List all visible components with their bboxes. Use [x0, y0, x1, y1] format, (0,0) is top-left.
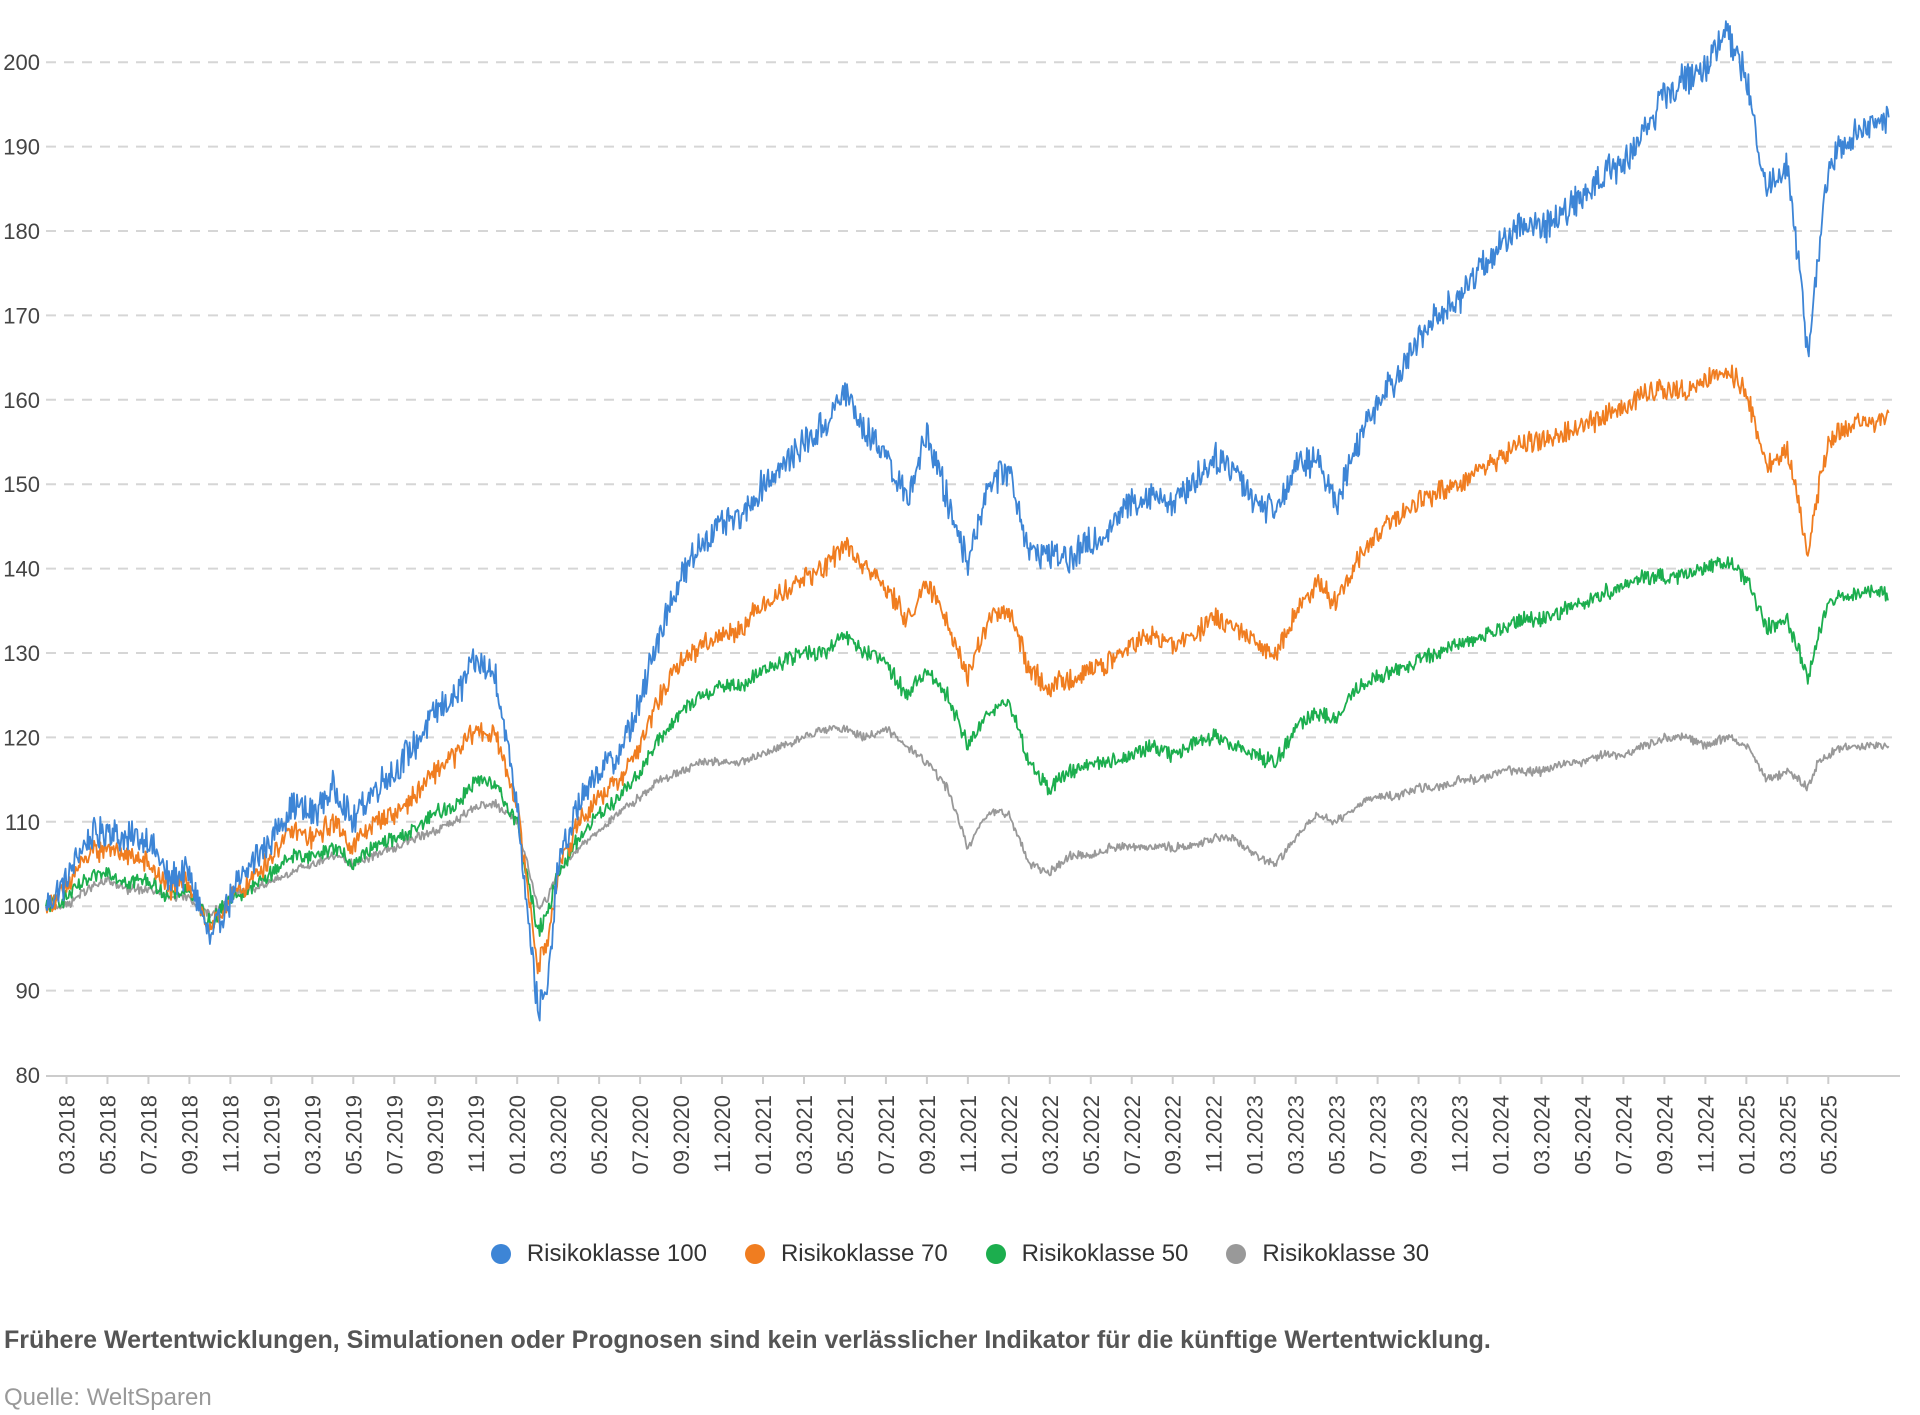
x-tick-label: 09.2023: [1407, 1095, 1432, 1175]
series-lines: [45, 20, 1890, 1022]
x-tick-label: 09.2019: [423, 1095, 448, 1175]
x-axis: 03.2018 05.2018 07.2018 09.2018 11.2018 01.20…: [46, 1075, 1900, 1175]
x-tick-label: 07.2022: [1120, 1095, 1145, 1175]
x-tick-label: 05.2019: [341, 1095, 366, 1175]
y-tick-label: 100: [3, 894, 40, 919]
x-tick-label: 03.2021: [792, 1095, 817, 1175]
legend-dot-risikoklasse-70: [744, 1244, 765, 1264]
x-tick-label: 01.2025: [1734, 1095, 1759, 1175]
x-tick-label: 09.2020: [669, 1095, 694, 1175]
x-tick-label: 07.2023: [1366, 1095, 1391, 1175]
x-tick-label: 09.2022: [1161, 1095, 1186, 1175]
source-text: Quelle: WeltSparen: [4, 1384, 212, 1411]
x-tick-label: 11.2020: [710, 1095, 735, 1173]
x-tick-label: 05.2024: [1570, 1095, 1595, 1175]
x-tick-label: 05.2020: [587, 1095, 612, 1175]
x-tick-label: 11.2022: [1202, 1095, 1227, 1173]
legend-item-risikoklasse-30[interactable]: Risikoklasse 30: [1226, 1240, 1429, 1268]
x-tick-label: 03.2025: [1775, 1095, 1800, 1175]
x-tick-label: 05.2025: [1816, 1095, 1841, 1175]
x-tick-label: 03.2023: [1284, 1095, 1309, 1175]
x-tick-label: 05.2023: [1325, 1095, 1350, 1175]
y-tick-label: 150: [3, 472, 40, 497]
x-tick-label: 07.2018: [136, 1095, 161, 1175]
series-line-risikoklasse-70[interactable]: [45, 364, 1890, 975]
x-tick-label: 05.2018: [95, 1095, 120, 1175]
y-tick-label: 120: [3, 725, 40, 750]
legend-dot-risikoklasse-50: [985, 1244, 1006, 1264]
x-tick-label: 11.2023: [1448, 1095, 1473, 1173]
x-tick-label: 09.2021: [915, 1095, 940, 1175]
x-tick-label: 03.2022: [1038, 1095, 1063, 1175]
x-tick-label: 07.2019: [382, 1095, 407, 1175]
x-tick-label: 01.2019: [259, 1095, 284, 1175]
x-tick-label: 09.2018: [177, 1095, 202, 1175]
x-tick-label: 11.2019: [464, 1095, 489, 1173]
legend-label: Risikoklasse 70: [780, 1240, 948, 1267]
y-tick-label: 180: [3, 219, 40, 244]
x-tick-label: 03.2024: [1529, 1095, 1554, 1175]
legend-item-risikoklasse-50[interactable]: Risikoklasse 50: [985, 1240, 1189, 1268]
legend-item-risikoklasse-70[interactable]: Risikoklasse 70: [744, 1240, 948, 1268]
line-chart: 80 90 100 110 120 130 140 150 160 170 180 190 200 03…: [3, 20, 1900, 1175]
y-tick-label: 130: [3, 641, 40, 666]
x-tick-label: 05.2021: [833, 1095, 858, 1175]
x-tick-label: 03.2018: [54, 1095, 79, 1175]
legend-dot-risikoklasse-30: [1226, 1244, 1247, 1264]
x-tick-label: 03.2019: [300, 1095, 325, 1175]
y-tick-label: 140: [3, 557, 40, 582]
chart-area: 80 90 100 110 120 130 140 150 160 170 180 190 200 03…: [3, 20, 1900, 1175]
disclaimer-text: Frühere Wertentwicklungen, Simulationen …: [4, 1326, 1491, 1354]
series-line-risikoklasse-100[interactable]: [45, 20, 1890, 1022]
legend-label: Risikoklasse 100: [526, 1240, 707, 1267]
y-tick-label: 90: [16, 979, 40, 1004]
x-tick-label: 11.2018: [218, 1095, 243, 1173]
legend-item-risikoklasse-100[interactable]: Risikoklasse 100: [490, 1240, 707, 1268]
x-tick-label: 07.2024: [1611, 1095, 1636, 1175]
x-tick-label: 03.2020: [546, 1095, 571, 1175]
x-tick-label: 05.2022: [1079, 1095, 1104, 1175]
y-tick-label: 200: [3, 50, 40, 75]
x-tick-label: 11.2024: [1693, 1095, 1718, 1173]
x-tick-label: 07.2020: [628, 1095, 653, 1175]
x-tick-label: 07.2021: [874, 1095, 899, 1175]
y-tick-label: 170: [3, 303, 40, 328]
x-tick-label: 01.2020: [505, 1095, 530, 1175]
x-tick-label: 01.2023: [1243, 1095, 1268, 1175]
x-tick-label: 11.2021: [956, 1095, 981, 1173]
y-tick-label: 190: [3, 135, 40, 160]
y-tick-label: 160: [3, 388, 40, 413]
legend-label: Risikoklasse 50: [1021, 1240, 1189, 1267]
y-tick-label: 110: [5, 810, 40, 835]
y-tick-label: 80: [16, 1063, 40, 1088]
legend-label: Risikoklasse 30: [1262, 1240, 1430, 1267]
x-tick-label: 01.2021: [751, 1095, 776, 1175]
x-tick-label: 09.2024: [1652, 1095, 1677, 1175]
chart-legend: Risikoklasse 100 Risikoklasse 70 Risikok…: [0, 1240, 1920, 1268]
series-line-risikoklasse-50[interactable]: [45, 556, 1889, 937]
legend-dot-risikoklasse-100: [490, 1244, 511, 1264]
x-tick-label: 01.2022: [997, 1095, 1022, 1175]
y-axis: 80 90 100 110 120 130 140 150 160 170 180 190 200: [3, 50, 40, 1088]
x-tick-label: 01.2024: [1489, 1095, 1514, 1175]
